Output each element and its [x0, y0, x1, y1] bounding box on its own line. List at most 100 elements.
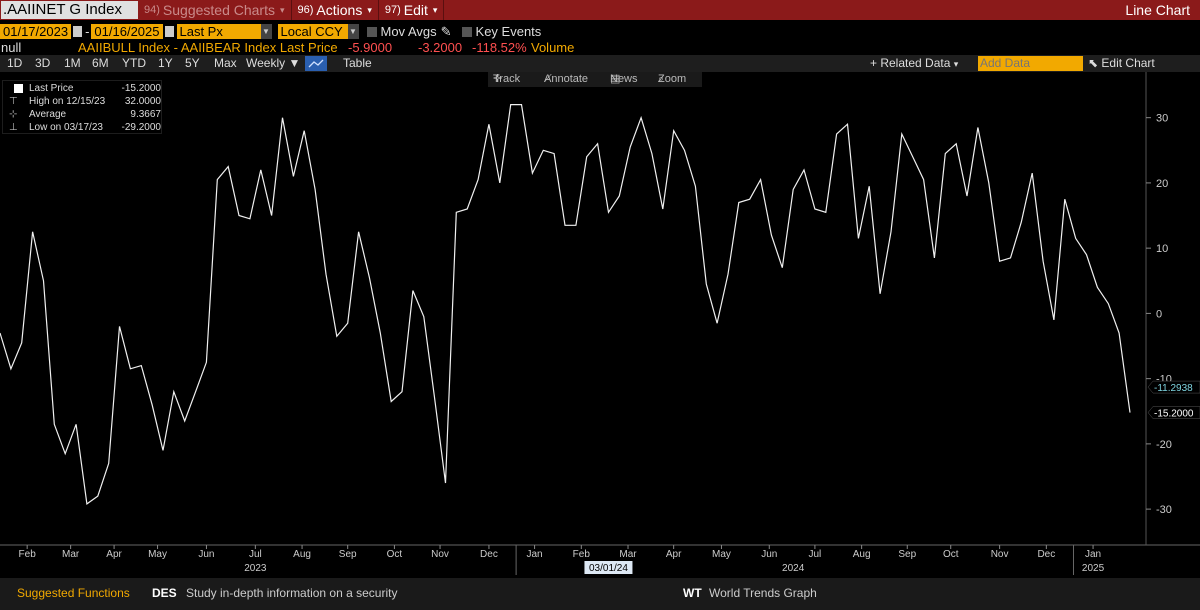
x-tick-label: Mar — [62, 549, 80, 560]
period-1y[interactable]: 1Y — [158, 56, 173, 70]
plus-icon: + — [870, 56, 881, 70]
add-data-input[interactable] — [978, 56, 1083, 71]
y-tick-label: -30 — [1156, 504, 1172, 516]
edit-menu[interactable]: 97) Edit ▾ — [379, 0, 445, 20]
dropdown-arrow-icon[interactable]: ▼ — [260, 24, 272, 39]
cursor-date-tag — [584, 561, 633, 574]
pencil-icon[interactable]: ✎ — [440, 23, 452, 39]
chart-tools-bar: ✛ Track ⟋ Annotate ▤ News ⌕ Zoom — [488, 72, 702, 87]
end-date-field[interactable]: 01/16/2025 — [91, 24, 163, 39]
year-label: 2025 — [1082, 563, 1105, 574]
security-info-row: null AAIIBULL Index - AAIIBEAR Index Las… — [0, 40, 1200, 55]
legend-value: -15.2000 — [121, 83, 161, 94]
x-tick-label: Nov — [991, 549, 1009, 560]
news-icon: ▤ — [610, 73, 621, 85]
start-date-field[interactable]: 01/17/2023 — [0, 24, 72, 39]
crosshair-icon: ✛ — [493, 73, 503, 85]
period-max[interactable]: Max — [214, 56, 237, 70]
annotate-icon: ⟋ — [544, 73, 552, 85]
table-button[interactable]: Table — [343, 56, 372, 70]
des-function-desc[interactable]: Study in-depth information on a security — [186, 586, 398, 600]
legend-low: ⊥ Low on 03/17/23 -29.2000 — [3, 121, 163, 134]
x-tick-label: Aug — [853, 549, 871, 560]
x-tick-label: Jun — [761, 549, 777, 560]
title-bar: .AAIINET G Index 94) Suggested Charts ▾ … — [0, 0, 1200, 20]
x-tick-label: Feb — [19, 549, 37, 560]
x-tick-label: May — [148, 549, 167, 560]
x-tick-label: Jul — [249, 549, 262, 560]
frequency-label: Weekly — [246, 56, 286, 70]
frequency-select[interactable]: Weekly ▼ — [246, 55, 300, 72]
caret-down-icon: ▾ — [953, 59, 959, 69]
x-tick-label: Oct — [943, 549, 959, 560]
related-data-label: Related Data — [880, 56, 951, 70]
y-tick-label: 20 — [1156, 178, 1168, 190]
key-events-checkbox[interactable] — [461, 26, 472, 37]
x-tick-label: Dec — [480, 549, 498, 560]
legend-label: Average — [29, 109, 67, 120]
calendar-icon[interactable] — [164, 26, 174, 37]
key-events-label: Key Events — [475, 24, 542, 39]
wt-function-desc[interactable]: World Trends Graph — [709, 586, 817, 600]
period-6m[interactable]: 6M — [92, 56, 109, 70]
period-1m[interactable]: 1M — [64, 56, 81, 70]
high-marker-icon: ⊤ — [9, 96, 18, 107]
calendar-icon[interactable] — [73, 26, 83, 37]
legend-label: High on 12/15/23 — [29, 96, 106, 107]
menu-label: Actions — [316, 2, 363, 18]
x-tick-label: Jun — [198, 549, 214, 560]
mov-avgs-label: Mov Avgs — [380, 24, 437, 39]
line-chart-toggle[interactable] — [305, 56, 327, 71]
currency-select[interactable]: Local CCY — [277, 24, 348, 39]
period-1d[interactable]: 1D — [7, 56, 23, 70]
x-tick-label: Oct — [387, 549, 403, 560]
annotate-label: Annotate — [544, 73, 589, 85]
caret-down-icon: ▼ — [288, 56, 301, 70]
menu-number: 96) — [297, 4, 314, 16]
y-tick-label: 30 — [1156, 113, 1168, 125]
dropdown-arrow-icon[interactable]: ▼ — [347, 24, 359, 39]
chart-settings-row: 01/17/2023 - 01/16/2025 Last Px ▼ Local … — [0, 23, 1200, 40]
legend-average: ⊹ Average 9.3667 — [3, 108, 163, 121]
menu-label: Suggested Charts — [162, 2, 275, 18]
period-ytd[interactable]: YTD — [122, 56, 146, 70]
x-tick-label: Apr — [666, 549, 682, 560]
x-tick-label: Sep — [898, 549, 916, 560]
caret-down-icon: ▾ — [279, 4, 285, 15]
series-line — [0, 103, 1131, 505]
period-3d[interactable]: 3D — [35, 56, 51, 70]
magnifier-icon: ⌕ — [658, 73, 665, 85]
last-value: -5.9000 — [348, 40, 393, 55]
period-5y[interactable]: 5Y — [185, 56, 200, 70]
suggested-charts-menu[interactable]: 94) Suggested Charts ▾ — [138, 0, 292, 20]
chart-type-label: Line Chart — [1125, 2, 1190, 18]
actions-menu[interactable]: 96) Actions ▾ — [292, 0, 379, 20]
legend-label: Last Price — [29, 83, 74, 94]
legend-value: 9.3667 — [130, 109, 161, 120]
caret-down-icon: ▾ — [367, 4, 372, 15]
line-chart-icon — [308, 59, 324, 68]
x-tick-label: Jan — [527, 549, 543, 560]
change-value: -3.2000 — [418, 40, 463, 55]
wt-function-code[interactable]: WT — [683, 586, 702, 600]
legend-label: Low on 03/17/23 — [29, 122, 103, 133]
average-marker-icon: ⊹ — [9, 109, 18, 120]
mov-avgs-checkbox[interactable] — [366, 26, 377, 37]
ticker-field[interactable]: .AAIINET G Index — [1, 1, 138, 19]
percent-change: -118.52% — [472, 40, 527, 55]
x-tick-label: Dec — [1037, 549, 1055, 560]
x-tick-label: Feb — [573, 549, 591, 560]
x-tick-label: Nov — [431, 549, 449, 560]
price-marker-label: -11.2938 — [1154, 383, 1193, 394]
price-field-select[interactable]: Last Px — [176, 24, 261, 39]
legend-value: 32.0000 — [124, 96, 161, 107]
price-marker-label: -15.2000 — [1154, 409, 1194, 420]
related-data-button[interactable]: + Related Data ▾ — [870, 55, 958, 73]
date-separator: - — [85, 24, 90, 39]
edit-chart-button[interactable]: ⬉ Edit Chart — [1088, 55, 1155, 72]
menu-number: 94) — [144, 4, 160, 16]
des-function-code[interactable]: DES — [152, 586, 177, 600]
suggested-functions-bar: Suggested Functions DES Study in-depth i… — [0, 578, 1200, 610]
null-label: null — [1, 40, 22, 55]
